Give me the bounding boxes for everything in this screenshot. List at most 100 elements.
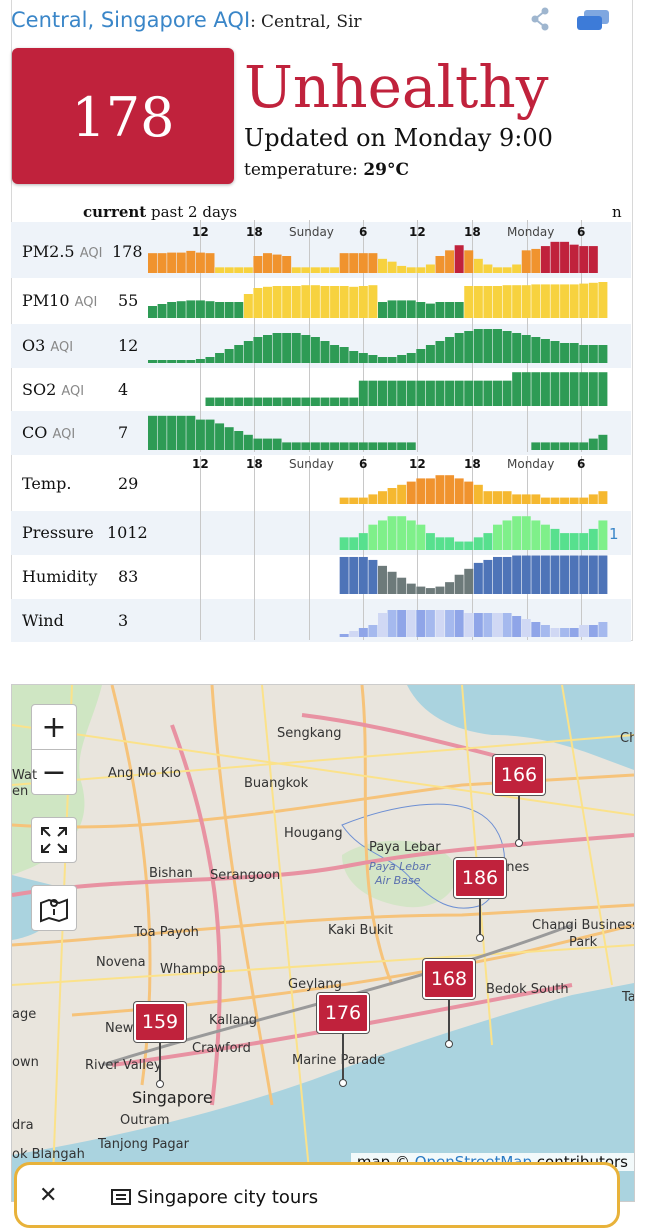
bar-co	[195, 419, 205, 450]
bar-pressure	[521, 516, 531, 550]
bar-pm25	[368, 253, 378, 273]
bar-o3	[493, 329, 502, 363]
fullscreen-button[interactable]	[31, 817, 77, 863]
bar-pm25	[397, 265, 407, 273]
bar-o3	[186, 360, 196, 363]
aqi-station-marker[interactable]: 176	[317, 993, 369, 1033]
bar-humidity	[464, 568, 474, 594]
bar-humidity	[349, 556, 359, 594]
bar-wind	[560, 628, 570, 637]
bar-co	[358, 442, 368, 450]
bar-co	[157, 415, 167, 450]
zoom-out-button[interactable]: −	[31, 749, 77, 795]
time-tick-label: 18	[246, 225, 263, 239]
table-column-header: current past 2 days	[83, 203, 237, 221]
marker-pin	[448, 997, 450, 1042]
bar-temp	[588, 494, 598, 504]
bar-co	[387, 442, 397, 450]
map-place-label: Crawford	[192, 1041, 251, 1056]
bar-o3	[205, 357, 215, 363]
bar-pressure	[531, 520, 541, 550]
bar-wind	[588, 625, 598, 637]
grid-line	[200, 220, 201, 452]
bar-pm25	[579, 246, 589, 273]
bar-co	[560, 442, 570, 450]
chart-temp	[339, 475, 608, 504]
bar-humidity	[579, 555, 589, 594]
map-place-label: Ang Mo Kio	[108, 766, 181, 781]
bar-pm10	[167, 302, 177, 318]
station-subtitle: Central, Sir	[260, 12, 362, 32]
temperature-label: temperature:	[244, 160, 364, 180]
bar-pm25	[540, 246, 550, 273]
aqi-station-marker[interactable]: 186	[454, 858, 506, 898]
bar-pm10	[550, 284, 560, 318]
marker-pin-dot	[515, 839, 523, 847]
row-current-value: 29	[118, 474, 139, 493]
bar-pm10	[176, 301, 186, 318]
bar-o3	[521, 335, 531, 363]
windows-icon[interactable]	[575, 8, 611, 34]
grid-line	[417, 220, 418, 452]
bar-pm10	[387, 300, 397, 318]
bar-co	[215, 423, 225, 450]
city-title-link[interactable]: Central, Singapore AQI	[11, 8, 251, 32]
bar-so2	[540, 372, 550, 406]
bar-o3	[416, 349, 426, 363]
bar-o3	[569, 343, 579, 363]
bar-pm10	[320, 286, 330, 318]
bar-wind	[550, 628, 560, 637]
aqi-station-marker[interactable]: 159	[134, 1002, 186, 1042]
bar-o3	[579, 345, 589, 363]
map-place-label: Novena	[96, 955, 146, 970]
bar-pm10	[531, 284, 541, 318]
bar-pm10	[483, 286, 493, 318]
marker-pin-dot	[156, 1080, 164, 1088]
row-current-value: 83	[118, 567, 139, 586]
bar-pm25	[243, 267, 253, 273]
map-pin-button[interactable]	[31, 885, 77, 931]
row-label-o3: O3 AQI	[22, 336, 73, 355]
share-icon[interactable]	[530, 6, 552, 32]
row-unit: AQI	[74, 295, 98, 310]
bar-wind	[397, 610, 407, 637]
close-icon[interactable]: ✕	[39, 1183, 58, 1208]
map-place-label: Wat	[12, 768, 38, 783]
bar-so2	[473, 380, 483, 406]
bar-pm10	[569, 284, 579, 318]
bar-wind	[579, 625, 589, 637]
bar-o3	[195, 359, 205, 363]
zoom-in-button[interactable]: +	[31, 704, 77, 750]
grid-line	[581, 220, 582, 452]
map-place-label: Hougang	[284, 826, 343, 841]
bar-pm25	[272, 254, 282, 273]
bar-pm25	[531, 248, 541, 273]
bar-o3	[253, 337, 263, 363]
grid-line	[363, 220, 364, 452]
bar-so2	[368, 380, 378, 406]
bar-humidity	[502, 556, 512, 594]
bar-o3	[588, 345, 598, 363]
marker-pin	[159, 1040, 161, 1082]
bar-pm25	[445, 250, 455, 273]
aqi-station-marker[interactable]: 166	[493, 755, 545, 795]
bar-humidity	[425, 588, 435, 594]
bar-o3	[387, 357, 397, 363]
bar-co	[540, 442, 550, 450]
row-current-value: 12	[118, 336, 139, 355]
map-view[interactable]: + − Sengkang Buangkok Ang Mo Kio Hougang Pay…	[11, 684, 635, 1202]
bar-temp	[397, 484, 407, 504]
bar-co	[301, 442, 311, 450]
bar-pm25	[349, 253, 359, 273]
bar-pm10	[512, 285, 522, 318]
chart-o3	[148, 329, 608, 363]
marker-pin	[518, 793, 520, 841]
bar-so2	[416, 380, 426, 406]
bar-wind	[358, 628, 368, 637]
bar-pm25	[588, 246, 598, 273]
bar-pm25	[167, 252, 177, 273]
aqi-station-marker[interactable]: 168	[423, 959, 475, 999]
bar-so2	[224, 397, 234, 406]
bar-pm10	[349, 286, 359, 318]
bar-co	[579, 442, 589, 450]
